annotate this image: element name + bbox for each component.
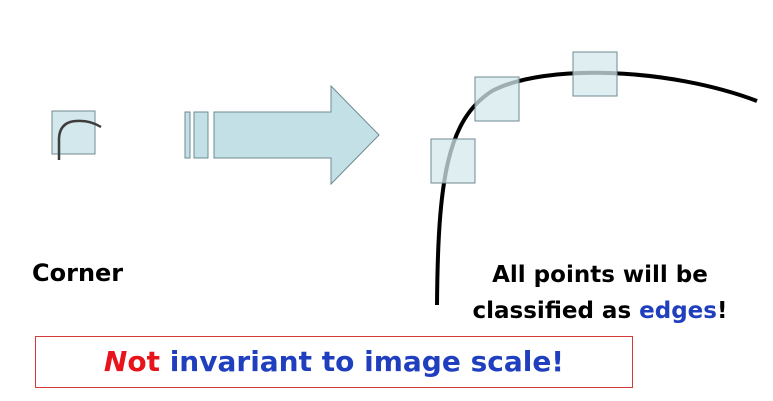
caption-edges-word: edges [639, 298, 717, 324]
scale-arrow [213, 84, 380, 186]
note-not-n: N [103, 345, 128, 378]
caption-line-2: classified as edges! [455, 293, 745, 329]
small-corner-curve [57, 119, 102, 160]
caption-prefix: classified as [472, 298, 640, 324]
large-window-middle [474, 76, 520, 122]
note-rest: invariant to image scale! [159, 345, 565, 378]
large-window-top [572, 51, 618, 97]
arrow-stripe-1 [184, 111, 191, 159]
scale-note-box: Not invariant to image scale! [35, 336, 633, 388]
arrow-stripe-2 [193, 111, 209, 159]
edges-caption: All points will be classified as edges! [455, 257, 745, 329]
caption-line-1: All points will be [492, 262, 708, 288]
large-window-lower [430, 138, 476, 184]
corner-label: Corner [32, 259, 124, 287]
note-not-rest: ot [127, 345, 160, 378]
caption-suffix: ! [716, 298, 728, 324]
